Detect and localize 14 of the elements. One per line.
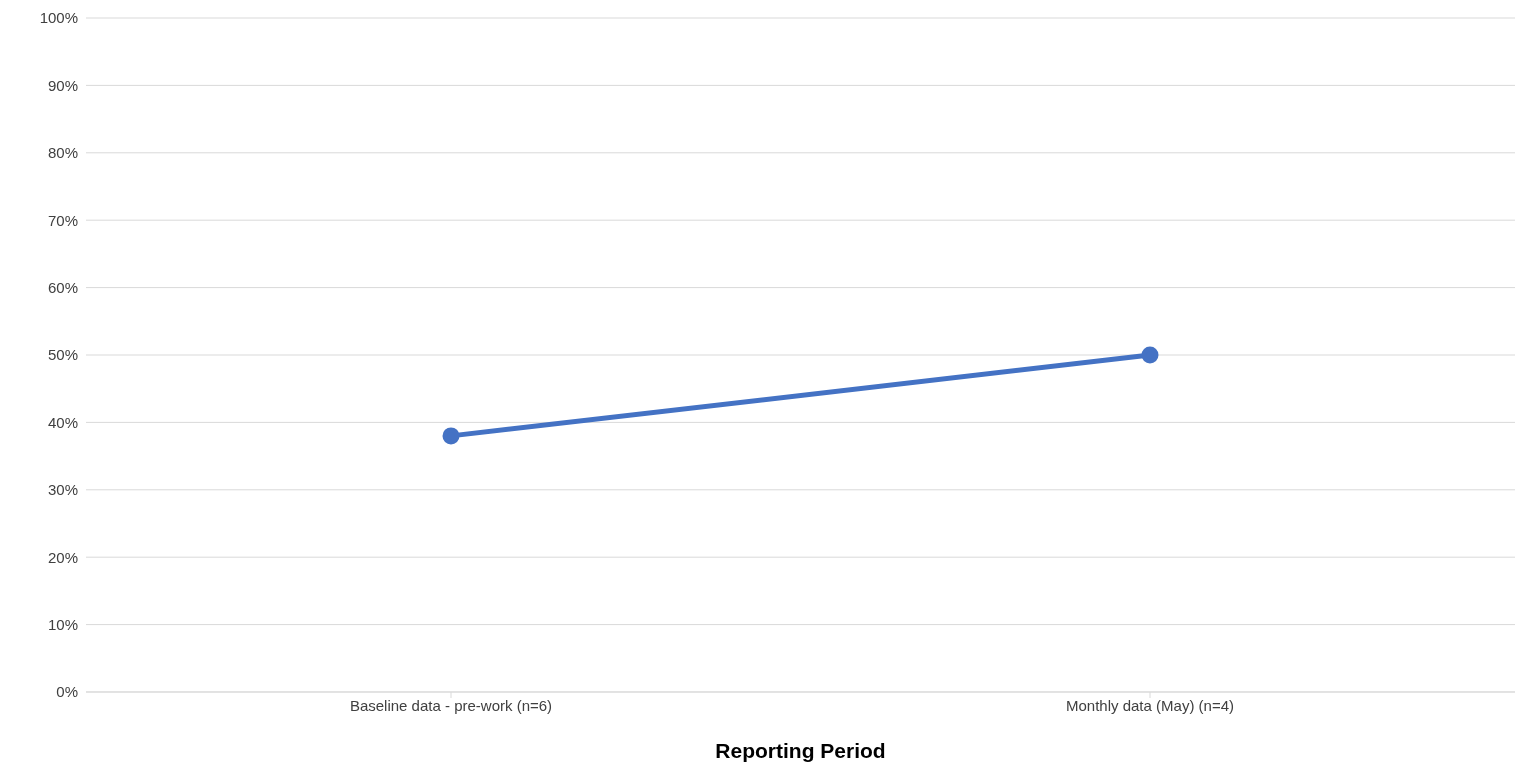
y-tick-label: 10% — [47, 615, 78, 633]
y-tick-label: 70% — [47, 211, 78, 229]
x-tick-label: Monthly data (May) (n=4) — [1066, 696, 1234, 714]
y-tick-label: 90% — [47, 76, 78, 94]
y-tick-label: 60% — [47, 278, 78, 296]
y-tick-label: 0% — [56, 683, 78, 701]
y-tick-label: 80% — [47, 144, 78, 162]
x-tick-label: Baseline data - pre-work (n=6) — [349, 696, 553, 714]
y-tick-label: 20% — [47, 548, 78, 566]
y-tick-label: 40% — [47, 413, 78, 431]
y-tick-label: 30% — [47, 481, 78, 499]
x-axis-title: Reporting Period — [715, 739, 886, 762]
y-tick-label: 50% — [47, 346, 78, 364]
y-tick-label: 100% — [39, 9, 78, 27]
